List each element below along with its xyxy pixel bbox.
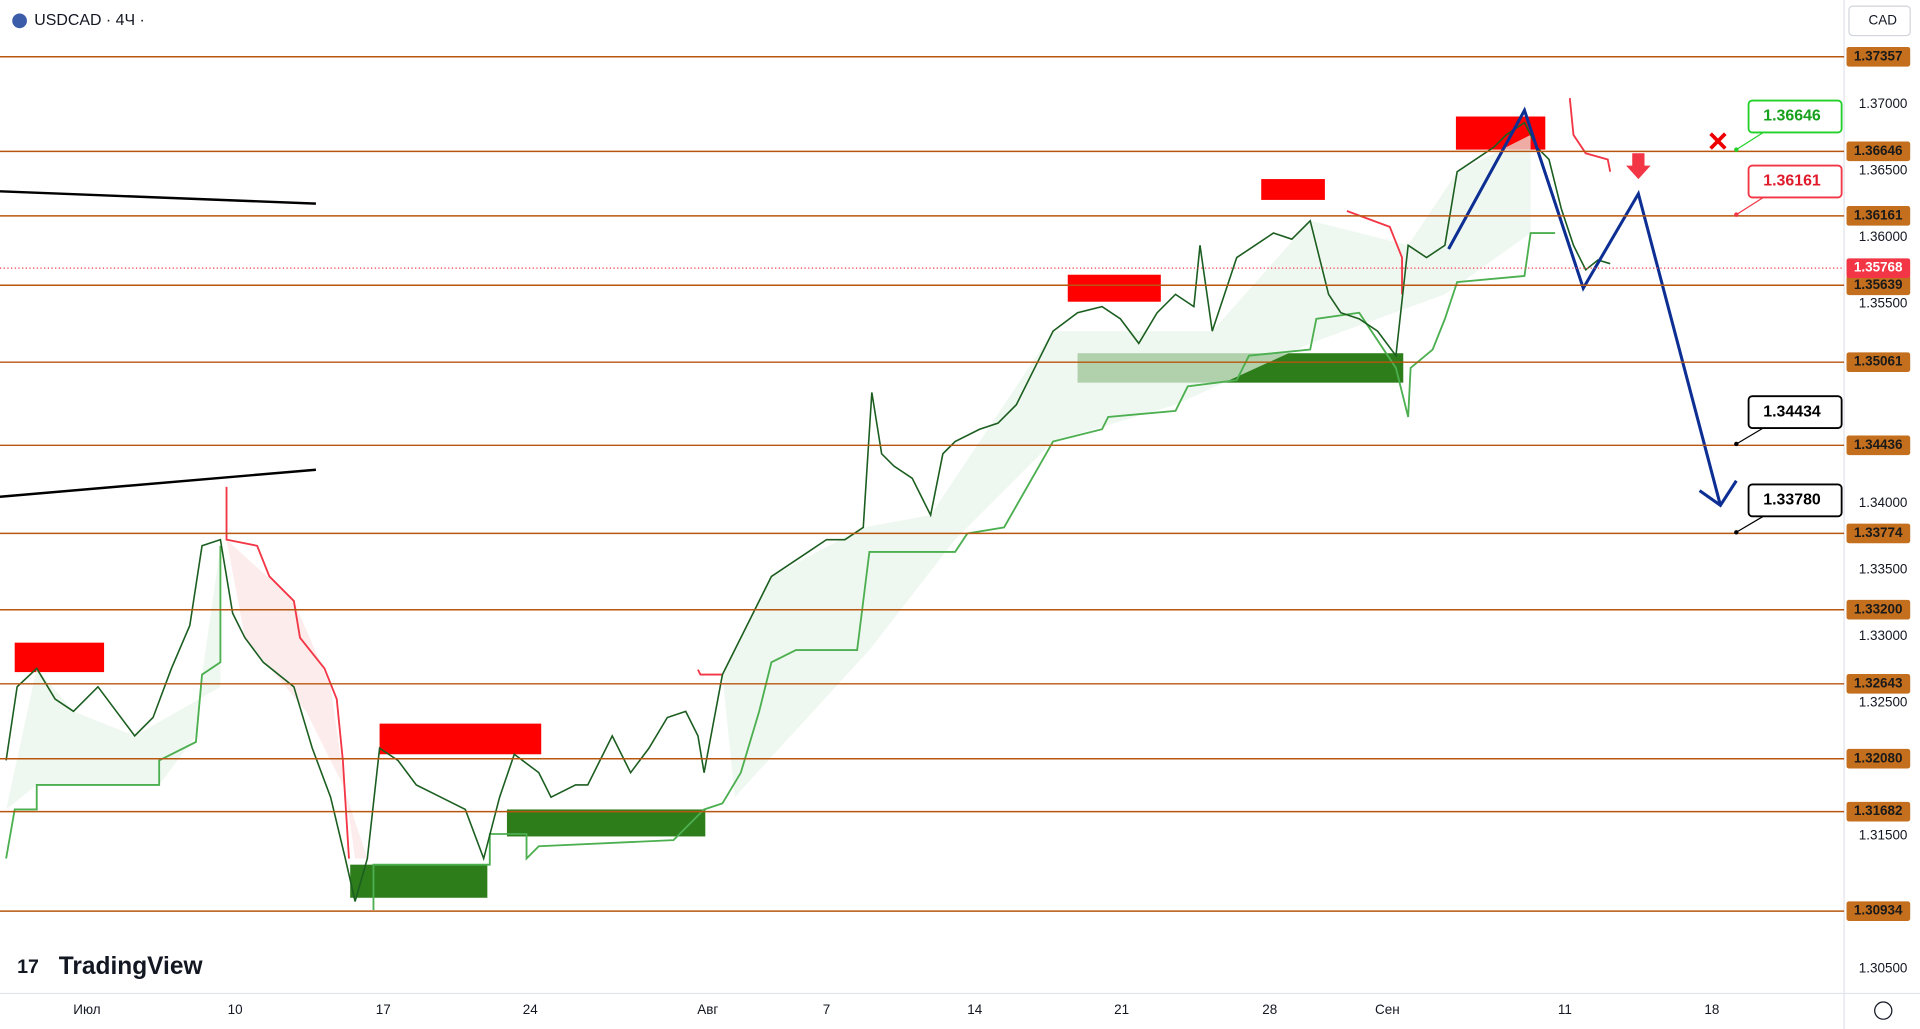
level-label-bg (1846, 748, 1911, 769)
forecast-path (1447, 106, 1722, 506)
trend-fill (722, 134, 1531, 798)
price-trace (5, 121, 1611, 902)
logo: TradingView (59, 953, 204, 980)
callout-anchor (1734, 530, 1739, 535)
price-tick-label: 1.36500 (1859, 162, 1908, 177)
level-label-bg (1846, 901, 1911, 921)
time-tick-label: 21 (1114, 1002, 1129, 1017)
callout-label: 1.36161 (1763, 173, 1821, 190)
time-tick-label: 7 (823, 1002, 830, 1017)
trend-fill (6, 545, 221, 810)
price-tick-label: 1.32500 (1859, 694, 1908, 709)
price-tick-label: 1.37000 (1859, 96, 1908, 111)
time-tick-label: 18 (1704, 1002, 1719, 1017)
current-price-label: 1.35768 (1854, 260, 1903, 275)
supply-zone (14, 642, 105, 673)
currency-label[interactable]: CAD (1869, 12, 1898, 27)
level-label-bg (1846, 801, 1911, 822)
level-label-bg (1846, 206, 1911, 226)
level-label-bg (1846, 46, 1911, 67)
callouts: 1.36646 1.36161 1.34434 1.33780 (1734, 99, 1843, 535)
callout-label: 1.34434 (1763, 403, 1821, 420)
symbol-title: USDCAD · 4Ч · (34, 12, 144, 29)
level-label: 1.37357 (1854, 48, 1903, 63)
level-label-bg (1846, 435, 1911, 456)
level-label: 1.30934 (1854, 903, 1903, 918)
logo-mark: 17 (17, 956, 39, 978)
price-tick-label: 1.35500 (1859, 295, 1908, 310)
trend-line (5, 545, 222, 859)
callout-anchor (1734, 212, 1739, 217)
level-label-bg (1846, 674, 1911, 694)
time-tick-label: 24 (523, 1002, 538, 1017)
level-label-bg (1846, 599, 1911, 620)
price-tick-label: 1.30500 (1859, 960, 1908, 975)
callout-label: 1.33780 (1763, 492, 1821, 509)
supply-zone (379, 723, 542, 755)
level-label: 1.36161 (1854, 207, 1903, 222)
supply-zone (1067, 274, 1161, 302)
level-label: 1.31682 (1854, 803, 1903, 818)
trend-line (1568, 98, 1612, 172)
price-axis: 1.37000 1.36500 1.36000 1.35500 1.34000 1.335… (1846, 46, 1911, 975)
callout-box (1747, 99, 1843, 134)
price-tick-label: 1.34000 (1859, 495, 1908, 510)
price-tick-label: 1.36000 (1859, 229, 1908, 244)
trend-line (225, 486, 350, 859)
callout-box (1747, 164, 1843, 199)
callout-anchor (1734, 147, 1739, 152)
level-label-bg (1846, 523, 1911, 544)
time-tick-label: Авг (697, 1002, 718, 1017)
price-tick-label: 1.33000 (1859, 628, 1908, 643)
level-label: 1.35639 (1854, 277, 1903, 292)
level-label: 1.35061 (1854, 354, 1903, 369)
level-label: 1.32080 (1854, 750, 1903, 765)
callout-anchor (1734, 441, 1739, 447)
symbol-flag (12, 13, 27, 29)
time-tick-label: 14 (967, 1002, 982, 1017)
supply-zone (1261, 179, 1325, 200)
trend-line-drawing (0, 190, 316, 205)
time-axis: Июл 10 17 24 Авг 7 14 21 28 Сен 11 18 (73, 1002, 1719, 1017)
level-label: 1.33200 (1854, 601, 1903, 616)
time-tick-label: Июл (73, 1002, 100, 1017)
level-label: 1.32643 (1854, 675, 1903, 690)
level-label-bg (1846, 275, 1911, 296)
levels (0, 56, 1845, 912)
trend-line (697, 669, 723, 676)
callout-box (1747, 395, 1843, 429)
current-price-bg (1846, 258, 1911, 278)
demand-zone (506, 809, 706, 837)
callout-box (1747, 483, 1843, 518)
time-tick-label: 28 (1262, 1002, 1277, 1017)
cross-mark (1709, 132, 1727, 150)
price-tick-label: 1.31500 (1859, 827, 1908, 842)
settings-button[interactable] (1874, 1001, 1893, 1020)
forecast-arrowhead (1698, 479, 1738, 508)
level-label: 1.34436 (1854, 437, 1903, 452)
price-tick-label: 1.33500 (1859, 561, 1908, 576)
time-tick-label: 10 (228, 1002, 243, 1017)
level-label: 1.33774 (1854, 525, 1903, 540)
time-tick-label: Сен (1375, 1002, 1400, 1017)
time-tick-label: 17 (376, 1002, 391, 1017)
level-label: 1.36646 (1854, 143, 1903, 158)
trend-line (372, 232, 1556, 911)
time-tick-label: 11 (1558, 1002, 1572, 1017)
trend-line (1346, 210, 1403, 295)
level-label-bg (1846, 141, 1911, 162)
sell-arrow (1626, 153, 1651, 180)
demand-zone (350, 864, 488, 898)
trend-line-drawing (0, 468, 317, 498)
callout-label: 1.36646 (1763, 108, 1821, 125)
currency-button[interactable] (1848, 5, 1911, 37)
level-label-bg (1846, 352, 1911, 372)
